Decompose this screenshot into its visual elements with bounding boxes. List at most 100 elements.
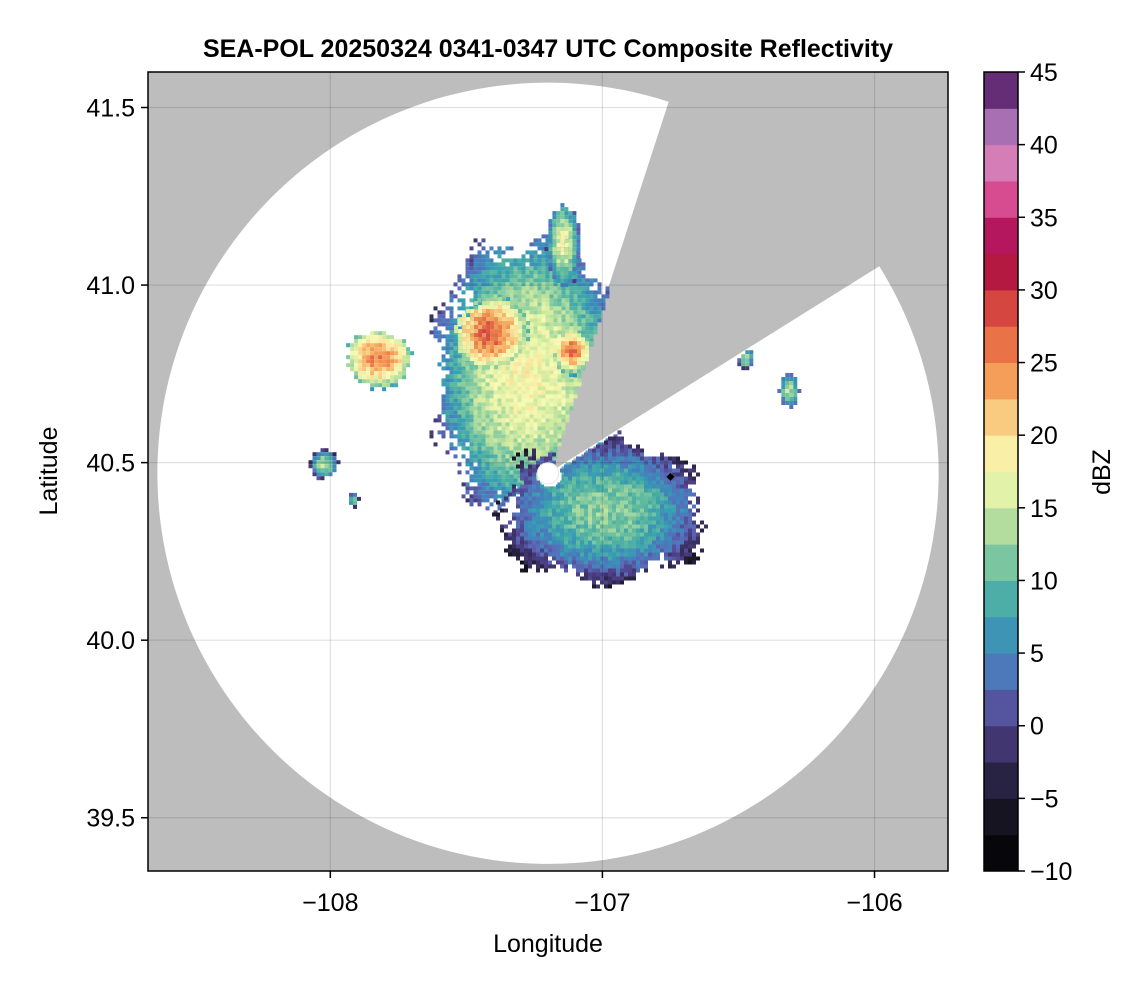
echo-pixel bbox=[516, 516, 520, 521]
echo-pixel bbox=[680, 468, 684, 473]
echo-pixel bbox=[553, 434, 558, 439]
echo-pixel bbox=[524, 524, 528, 529]
echo-pixel bbox=[572, 512, 576, 517]
echo-pixel bbox=[353, 500, 357, 505]
echo-pixel bbox=[596, 476, 600, 481]
echo-pixel bbox=[469, 366, 474, 371]
echo-pixel bbox=[604, 456, 608, 461]
echo-pixel bbox=[445, 366, 450, 371]
echo-pixel bbox=[312, 460, 317, 465]
echo-pixel bbox=[569, 310, 574, 315]
echo-pixel bbox=[521, 362, 526, 367]
echo-pixel bbox=[664, 548, 668, 553]
echo-pixel bbox=[529, 370, 534, 375]
echo-pixel bbox=[332, 456, 337, 461]
echo-pixel bbox=[505, 426, 510, 431]
echo-pixel bbox=[497, 410, 502, 415]
echo-pixel bbox=[565, 386, 570, 391]
echo-pixel bbox=[482, 337, 487, 342]
colorbar-band bbox=[984, 217, 1018, 255]
echo-pixel bbox=[465, 314, 470, 319]
echo-pixel bbox=[565, 341, 569, 346]
echo-pixel bbox=[541, 354, 546, 359]
colorbar-band bbox=[984, 398, 1018, 436]
echo-pixel bbox=[481, 442, 486, 447]
echo-pixel bbox=[560, 556, 564, 561]
echo-pixel bbox=[513, 282, 518, 287]
echo-pixel bbox=[569, 402, 574, 407]
echo-pixel bbox=[509, 454, 514, 459]
echo-pixel bbox=[604, 460, 608, 465]
echo-pixel bbox=[520, 560, 524, 565]
echo-pixel bbox=[489, 390, 494, 395]
echo-pixel bbox=[469, 446, 474, 451]
echo-pixel bbox=[608, 568, 612, 573]
echo-pixel bbox=[688, 492, 692, 497]
echo-cell-west-2 bbox=[349, 492, 361, 509]
echo-pixel bbox=[656, 464, 660, 469]
echo-pixel bbox=[628, 488, 632, 493]
echo-pixel bbox=[477, 278, 482, 283]
echo-pixel bbox=[449, 290, 454, 295]
echo-pixel bbox=[564, 251, 569, 256]
echo-pixel bbox=[520, 488, 524, 493]
echo-pixel bbox=[556, 488, 560, 493]
echo-pixel bbox=[505, 270, 510, 275]
echo-pixel bbox=[478, 317, 483, 322]
echo-pixel bbox=[592, 528, 596, 533]
echo-pixel bbox=[525, 390, 530, 395]
echo-pixel bbox=[461, 394, 466, 399]
echo-pixel bbox=[501, 466, 506, 471]
echo-pixel bbox=[797, 389, 802, 393]
echo-pixel bbox=[525, 398, 530, 403]
echo-pixel bbox=[592, 452, 596, 457]
echo-pixel bbox=[453, 390, 458, 395]
echo-pixel bbox=[552, 528, 556, 533]
echo-pixel bbox=[410, 351, 415, 356]
echo-pixel bbox=[453, 426, 458, 431]
echo-pixel bbox=[493, 250, 498, 255]
echo-pixel bbox=[394, 339, 399, 344]
echo-pixel bbox=[589, 338, 594, 343]
echo-pixel bbox=[525, 354, 530, 359]
echo-pixel bbox=[402, 351, 407, 356]
echo-pixel bbox=[497, 474, 502, 479]
echo-pixel bbox=[549, 414, 554, 419]
echo-pixel bbox=[636, 492, 640, 497]
echo-pixel bbox=[640, 492, 644, 497]
echo-pixel bbox=[525, 410, 530, 415]
echo-pixel bbox=[485, 422, 490, 427]
echo-pixel bbox=[378, 331, 383, 336]
echo-pixel bbox=[553, 386, 558, 391]
echo-pixel bbox=[502, 341, 507, 346]
echo-pixel bbox=[660, 476, 664, 481]
echo-pixel bbox=[328, 456, 333, 461]
echo-pixel bbox=[692, 552, 696, 557]
echo-pixel bbox=[457, 354, 462, 359]
echo-pixel bbox=[473, 426, 478, 431]
echo-core-central bbox=[454, 297, 531, 370]
echo-pixel bbox=[588, 560, 592, 565]
echo-pixel bbox=[565, 286, 570, 291]
echo-pixel bbox=[604, 476, 608, 481]
echo-pixel bbox=[509, 258, 514, 263]
echo-pixel bbox=[552, 275, 557, 280]
echo-pixel bbox=[584, 512, 588, 517]
echo-pixel bbox=[524, 492, 528, 497]
echo-pixel bbox=[668, 500, 672, 505]
echo-pixel bbox=[513, 402, 518, 407]
echo-pixel bbox=[560, 524, 564, 529]
echo-pixel bbox=[572, 243, 577, 248]
echo-pixel bbox=[561, 298, 566, 303]
echo-pixel bbox=[588, 496, 592, 501]
echo-pixel bbox=[500, 528, 504, 533]
echo-pixel bbox=[486, 361, 491, 366]
echo-pixel bbox=[461, 446, 466, 451]
echo-pixel bbox=[501, 294, 506, 299]
echo-pixel bbox=[509, 290, 514, 295]
echo-pixel bbox=[557, 298, 562, 303]
echo-pixel bbox=[541, 398, 546, 403]
echo-pixel bbox=[577, 270, 582, 275]
echo-pixel bbox=[648, 480, 652, 485]
echo-pixel bbox=[676, 468, 680, 473]
